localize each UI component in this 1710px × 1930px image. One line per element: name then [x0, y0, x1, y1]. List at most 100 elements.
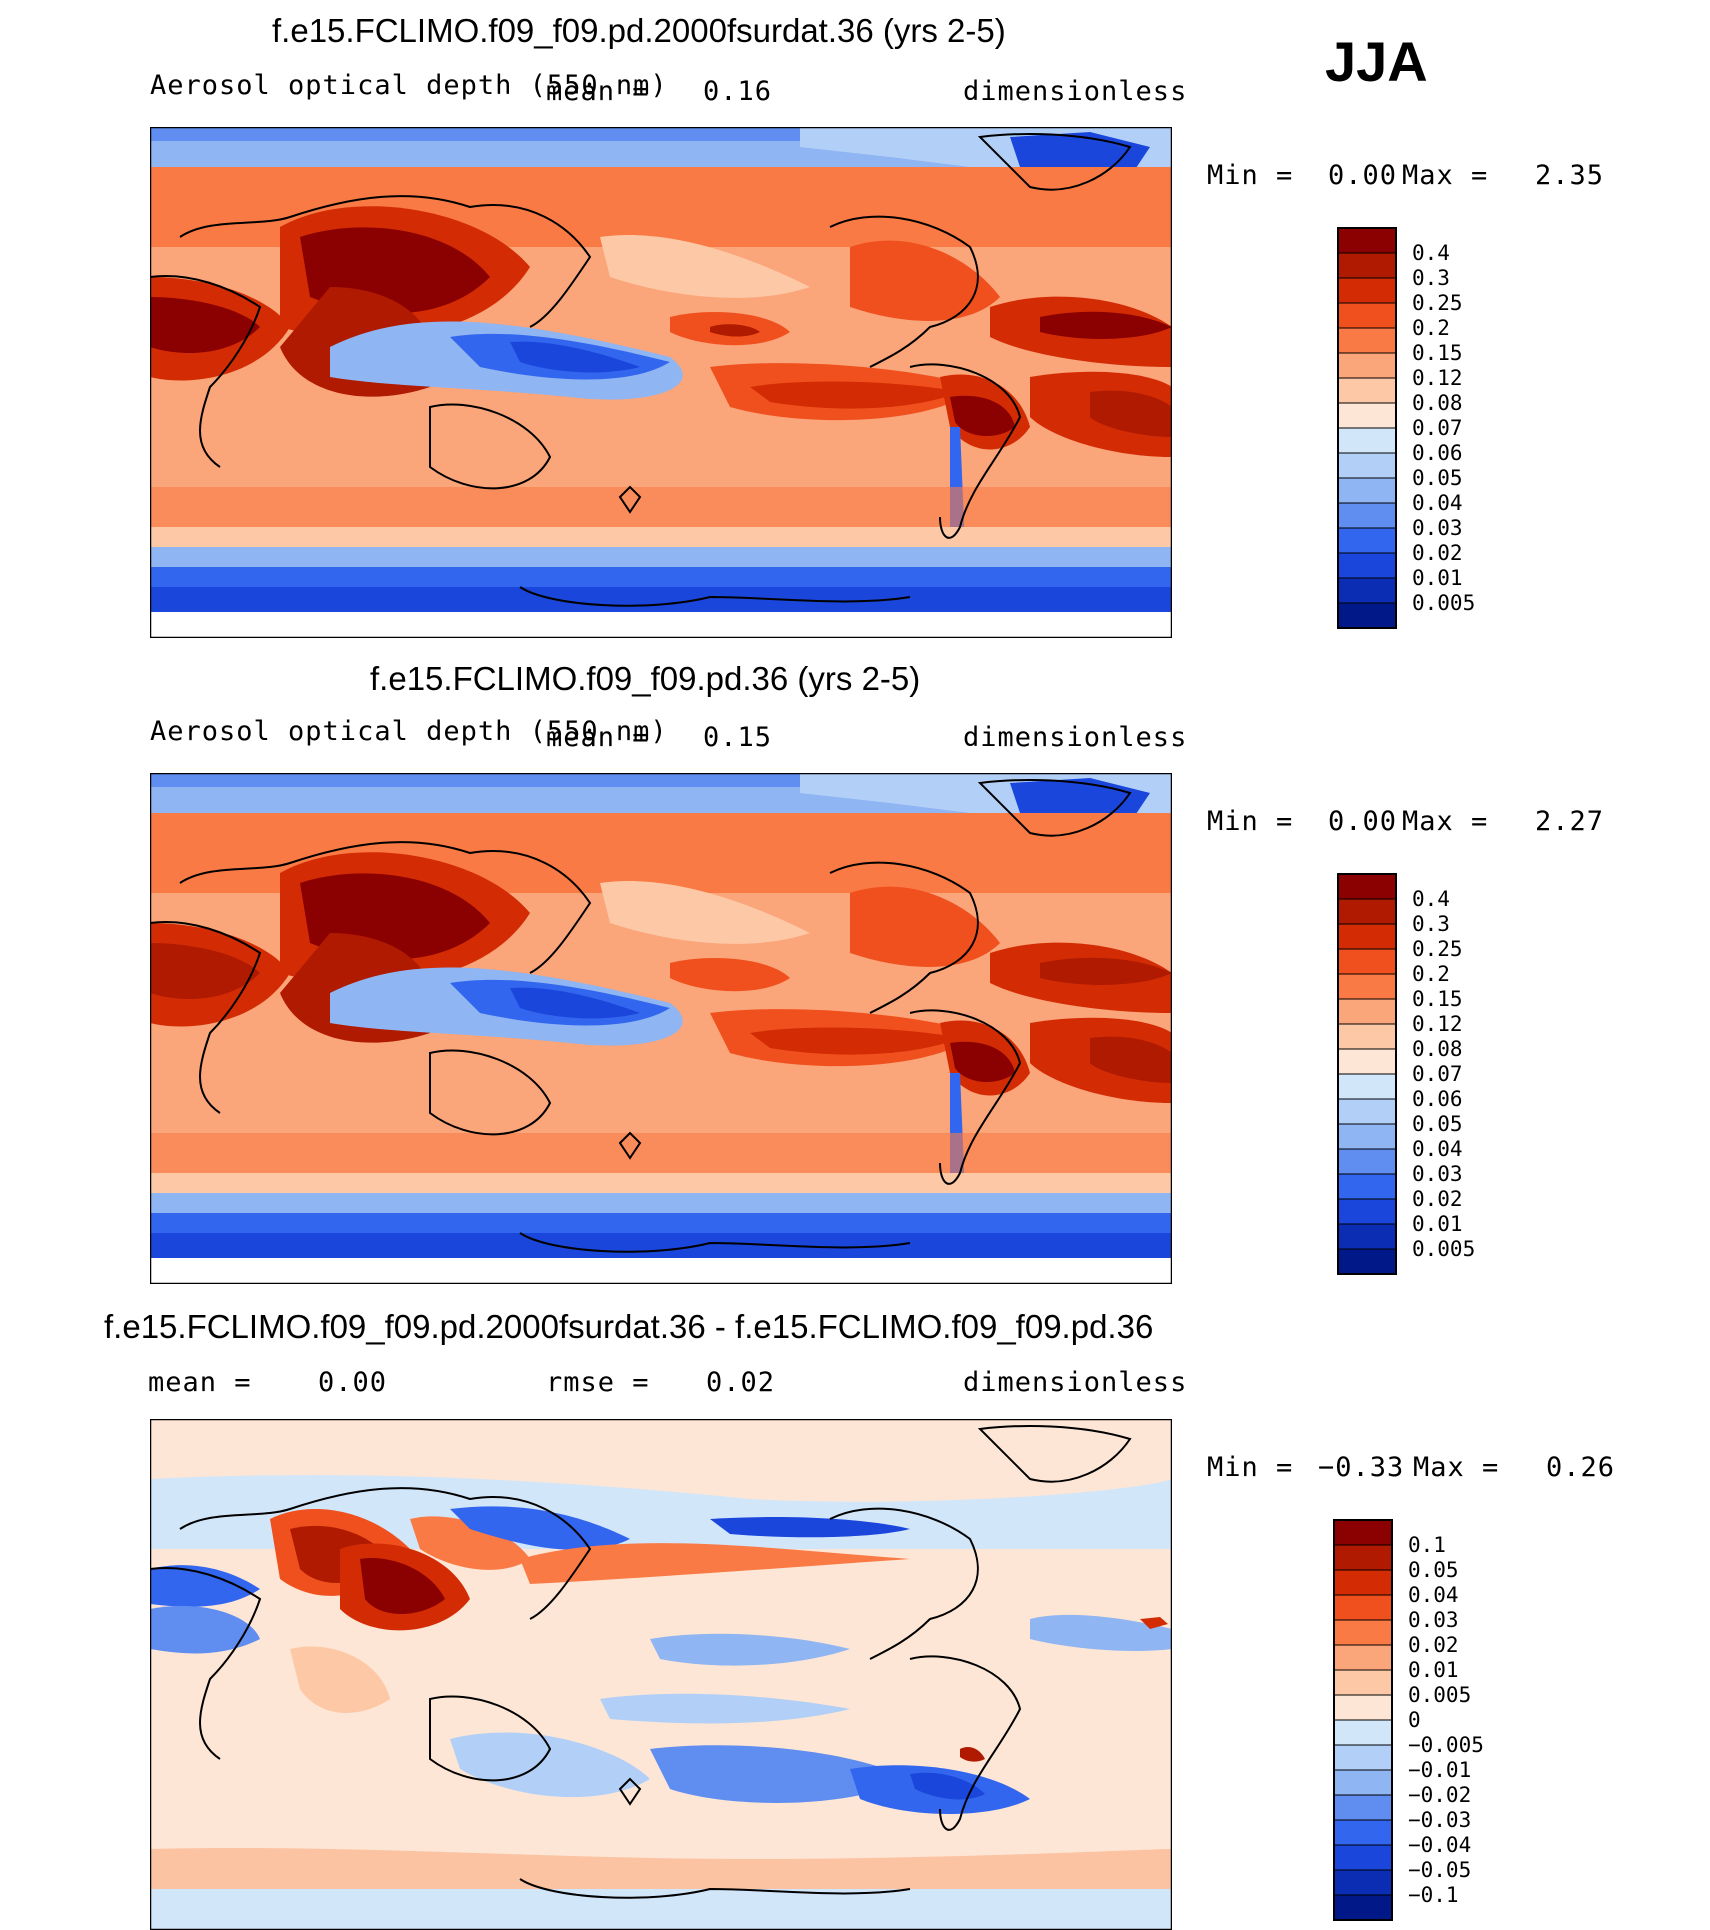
colorbar-tick-label: −0.01	[1408, 1758, 1471, 1782]
colorbar-swatch	[1337, 552, 1397, 579]
colorbar-tick-label: 0.01	[1412, 566, 1463, 590]
colorbar-swatch	[1333, 1619, 1393, 1646]
colorbar-tick-label: 0.005	[1412, 1237, 1475, 1261]
colorbar-tick-label: −0.02	[1408, 1783, 1471, 1807]
colorbar-swatch	[1333, 1519, 1393, 1546]
colorbar-swatch	[1337, 427, 1397, 454]
colorbar-swatch	[1337, 1023, 1397, 1050]
colorbar-tick-label: 0.2	[1412, 316, 1450, 340]
colorbar-swatch	[1337, 477, 1397, 504]
colorbar-swatch	[1337, 302, 1397, 329]
colorbar-swatch	[1333, 1819, 1393, 1846]
panel-2-mean-label: mean =	[546, 722, 650, 753]
colorbar-swatch	[1333, 1794, 1393, 1821]
colorbar-tick-label: 0.25	[1412, 937, 1463, 961]
colorbar-swatch	[1337, 352, 1397, 379]
colorbar-swatch	[1337, 452, 1397, 479]
colorbar-swatch	[1333, 1744, 1393, 1771]
panel-3-africa-negative	[150, 1565, 260, 1607]
colorbar-tick-label: 0.4	[1412, 241, 1450, 265]
colorbar-swatch	[1337, 898, 1397, 925]
colorbar-swatch	[1333, 1644, 1393, 1671]
colorbar-tick-label: 0.12	[1412, 366, 1463, 390]
colorbar-tick-label: 0.03	[1412, 1162, 1463, 1186]
panel-1-mean-value: 0.16	[703, 76, 773, 107]
colorbar-tick-label: 0.08	[1412, 1037, 1463, 1061]
colorbar-swatch	[1333, 1894, 1393, 1921]
panel-1-max-label: Max =	[1402, 160, 1489, 191]
colorbar-tick-label: 0.1	[1408, 1533, 1446, 1557]
colorbar-swatch	[1337, 227, 1397, 254]
colorbar-swatch	[1337, 973, 1397, 1000]
panel-1-coastlines	[150, 133, 1132, 607]
colorbar-swatch	[1337, 1173, 1397, 1200]
colorbar-tick-label: 0	[1408, 1708, 1421, 1732]
colorbar-swatch	[1333, 1694, 1393, 1721]
colorbar-tick-label: 0.06	[1412, 441, 1463, 465]
colorbar-swatch	[1337, 602, 1397, 629]
colorbar-swatch	[1333, 1869, 1393, 1896]
colorbar-tick-label: 0.08	[1412, 391, 1463, 415]
colorbar-tick-label: 0.4	[1412, 887, 1450, 911]
colorbar-tick-label: 0.005	[1408, 1683, 1471, 1707]
colorbar-tick-label: 0.25	[1412, 291, 1463, 315]
panel-3-min-value: −0.33	[1318, 1452, 1405, 1483]
colorbar-swatch	[1337, 1148, 1397, 1175]
colorbar-tick-label: 0.15	[1412, 341, 1463, 365]
panel-2-min-value: 0.00	[1328, 806, 1398, 837]
panel-2-units: dimensionless	[963, 722, 1188, 753]
colorbar-swatch	[1333, 1569, 1393, 1596]
colorbar-tick-label: −0.1	[1408, 1883, 1459, 1907]
colorbar-swatch	[1337, 327, 1397, 354]
colorbar-tick-label: 0.06	[1412, 1087, 1463, 1111]
colorbar-tick-label: 0.07	[1412, 416, 1463, 440]
colorbar-swatch	[1337, 923, 1397, 950]
colorbar-tick-label: 0.03	[1408, 1608, 1459, 1632]
colorbar-swatch	[1337, 998, 1397, 1025]
panel-3-mean-value: 0.00	[318, 1367, 388, 1398]
colorbar-swatch	[1337, 277, 1397, 304]
colorbar-tick-label: 0.3	[1412, 266, 1450, 290]
colorbar-swatch	[1337, 873, 1397, 900]
panel-2-map	[150, 773, 1172, 1284]
colorbar-frame	[1337, 227, 1397, 629]
colorbar-swatch	[1337, 1073, 1397, 1100]
panel-1-mean-label: mean =	[546, 76, 650, 107]
panel-3-mean-label: mean =	[148, 1367, 252, 1398]
colorbar-swatch	[1333, 1844, 1393, 1871]
colorbar-tick-label: 0.04	[1408, 1583, 1459, 1607]
colorbar-swatch	[1337, 948, 1397, 975]
colorbar-tick-label: 0.02	[1412, 1187, 1463, 1211]
colorbar-swatch	[1337, 1123, 1397, 1150]
colorbar-frame	[1337, 873, 1397, 1275]
colorbar-swatch	[1337, 1048, 1397, 1075]
panel-3-units: dimensionless	[963, 1367, 1188, 1398]
colorbar-frame	[1333, 1519, 1393, 1921]
panel-3-colorbar: 0.10.050.040.030.020.010.0050−0.005−0.01…	[1333, 1519, 1484, 1921]
colorbar-swatch	[1337, 1248, 1397, 1275]
panel-1-units: dimensionless	[963, 76, 1188, 107]
colorbar-swatch	[1337, 577, 1397, 604]
colorbar-tick-label: 0.15	[1412, 987, 1463, 1011]
panel-1-title: f.e15.FCLIMO.f09_f09.pd.2000fsurdat.36 (…	[272, 12, 1006, 49]
colorbar-tick-label: 0.01	[1408, 1658, 1459, 1682]
colorbar-tick-label: 0.12	[1412, 1012, 1463, 1036]
panel-3-coastlines	[150, 1425, 1132, 1899]
panel-1-map-frame	[150, 127, 1172, 638]
colorbar-tick-label: 0.04	[1412, 491, 1463, 515]
panel-3-rmse-value: 0.02	[706, 1367, 776, 1398]
colorbar-tick-label: 0.02	[1408, 1633, 1459, 1657]
panel-3-rmse-label: rmse =	[546, 1367, 650, 1398]
colorbar-tick-label: −0.05	[1408, 1858, 1471, 1882]
colorbar-tick-label: −0.03	[1408, 1808, 1471, 1832]
panel-2-map-frame	[150, 773, 1172, 1284]
colorbar-tick-label: 0.04	[1412, 1137, 1463, 1161]
panel-2-colorbar: 0.40.30.250.20.150.120.080.070.060.050.0…	[1337, 873, 1475, 1275]
panel-3-max-value: 0.26	[1546, 1452, 1616, 1483]
panel-2-min-label: Min =	[1207, 806, 1294, 837]
panel-2-max-label: Max =	[1402, 806, 1489, 837]
panel-3-min-label: Min =	[1207, 1452, 1294, 1483]
colorbar-swatch	[1337, 1223, 1397, 1250]
colorbar-tick-label: 0.3	[1412, 912, 1450, 936]
colorbar-swatch	[1337, 402, 1397, 429]
